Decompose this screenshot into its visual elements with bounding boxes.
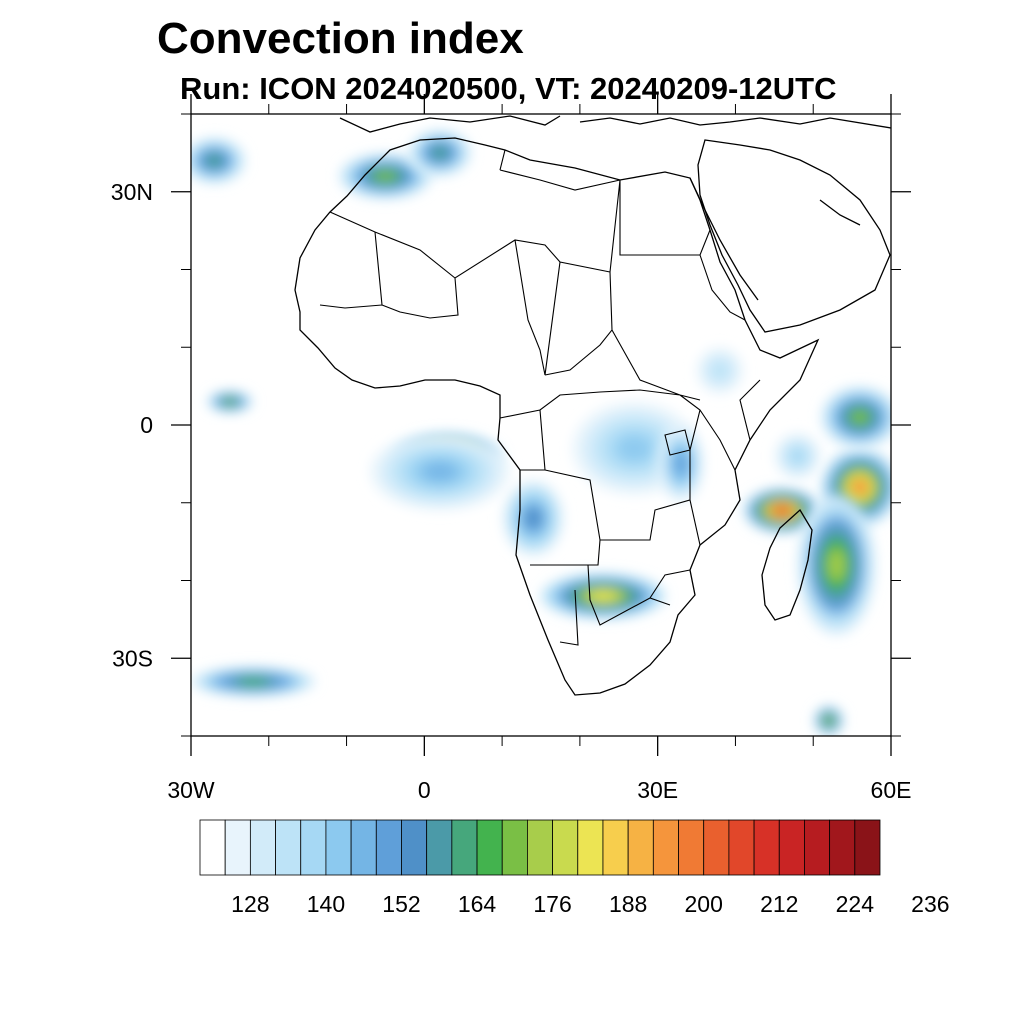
country-borders (319, 149, 761, 646)
border-lines (319, 149, 761, 646)
colorbar-swatch (426, 819, 453, 876)
convection-angola (502, 479, 565, 558)
colorbar-swatch (275, 819, 302, 876)
colorbar-label: 224 (836, 891, 875, 917)
colorbar-swatch (829, 819, 856, 876)
convection-south-atlantic-band (191, 666, 316, 698)
europe-coastline (339, 115, 891, 133)
colorbar-swatch (728, 819, 755, 876)
africa-coastline (294, 137, 820, 696)
colorbar-swatch (501, 819, 528, 876)
colorbar-label: 152 (382, 891, 420, 917)
colorbar-swatch (652, 819, 679, 876)
colorbar-swatch (577, 819, 604, 876)
lon-tick-label: 60E (871, 777, 912, 803)
coastlines (294, 115, 891, 696)
chart-subtitle: Run: ICON 2024020500, VT: 20240209-12UTC (180, 71, 837, 106)
colorbar-swatch (325, 819, 352, 876)
colorbar-label: 200 (685, 891, 723, 917)
colorbar-swatch (451, 819, 478, 876)
colorbar-swatch (703, 819, 730, 876)
colorbar-swatch (300, 819, 327, 876)
colorbar-swatch (199, 819, 226, 876)
convection-mediterranean (408, 129, 471, 177)
colorbar-swatch (401, 819, 428, 876)
convection-indian-ocean-north (821, 386, 891, 449)
colorbar-label: 188 (609, 891, 647, 917)
gulf-coast (819, 199, 861, 226)
lon-tick-label: 30E (637, 777, 678, 803)
colorbar-swatch (678, 819, 705, 876)
colorbar-swatch (552, 819, 579, 876)
lake-victoria (664, 429, 691, 456)
colorbar-swatch (804, 819, 831, 876)
colorbar-swatch (627, 819, 654, 876)
convection-indian-ocean-band (797, 494, 876, 635)
colorbar-swatch (224, 819, 251, 876)
colorbar (199, 819, 881, 876)
lat-tick-label: 0 (140, 412, 153, 438)
colorbar-swatch (375, 819, 402, 876)
colorbar-swatch (249, 819, 276, 876)
colorbar-labels: 128 140 152 164 176 188 200 212 224 236 (231, 891, 949, 917)
colorbar-swatch (778, 819, 805, 876)
lon-tick-label: 0 (418, 777, 431, 803)
convection-horn-waters (774, 432, 822, 480)
convection-ethiopia (696, 347, 744, 394)
colorbar-swatch (753, 819, 780, 876)
convection-south-atlantic-southeast (813, 704, 845, 736)
red-sea-coast (689, 177, 759, 301)
madagascar-coastline (761, 508, 813, 621)
lon-tick-label: 30W (167, 777, 215, 803)
colorbar-label: 128 (231, 891, 269, 917)
chart-title: Convection index (157, 14, 524, 63)
arabia-coastline (697, 139, 891, 333)
lat-tick-label: 30S (112, 645, 153, 671)
convection-east-africa (657, 425, 705, 503)
lat-tick-label: 30N (111, 179, 153, 205)
colorbar-label: 164 (458, 891, 497, 917)
convection-atlantic-north (191, 137, 246, 184)
convection-gulf-of-guinea-outer (369, 432, 510, 511)
convection-field (191, 129, 891, 736)
colorbar-swatch (602, 819, 629, 876)
axis-ticks (171, 94, 911, 756)
colorbar-swatch (350, 819, 377, 876)
colorbar-label: 140 (307, 891, 345, 917)
colorbar-label: 212 (760, 891, 798, 917)
convection-madagascar-north (743, 487, 821, 534)
convection-southern-africa (541, 572, 666, 620)
axis-tick-labels: 30N 0 30S 30W 0 30E 60E (111, 179, 912, 803)
colorbar-swatch (854, 819, 881, 876)
colorbar-label: 236 (911, 891, 949, 917)
colorbar-label: 176 (533, 891, 571, 917)
colorbar-swatch (476, 819, 503, 876)
convection-morocco (338, 152, 433, 200)
convection-atlantic-equatorial (206, 390, 254, 414)
colorbar-swatch (527, 819, 553, 876)
